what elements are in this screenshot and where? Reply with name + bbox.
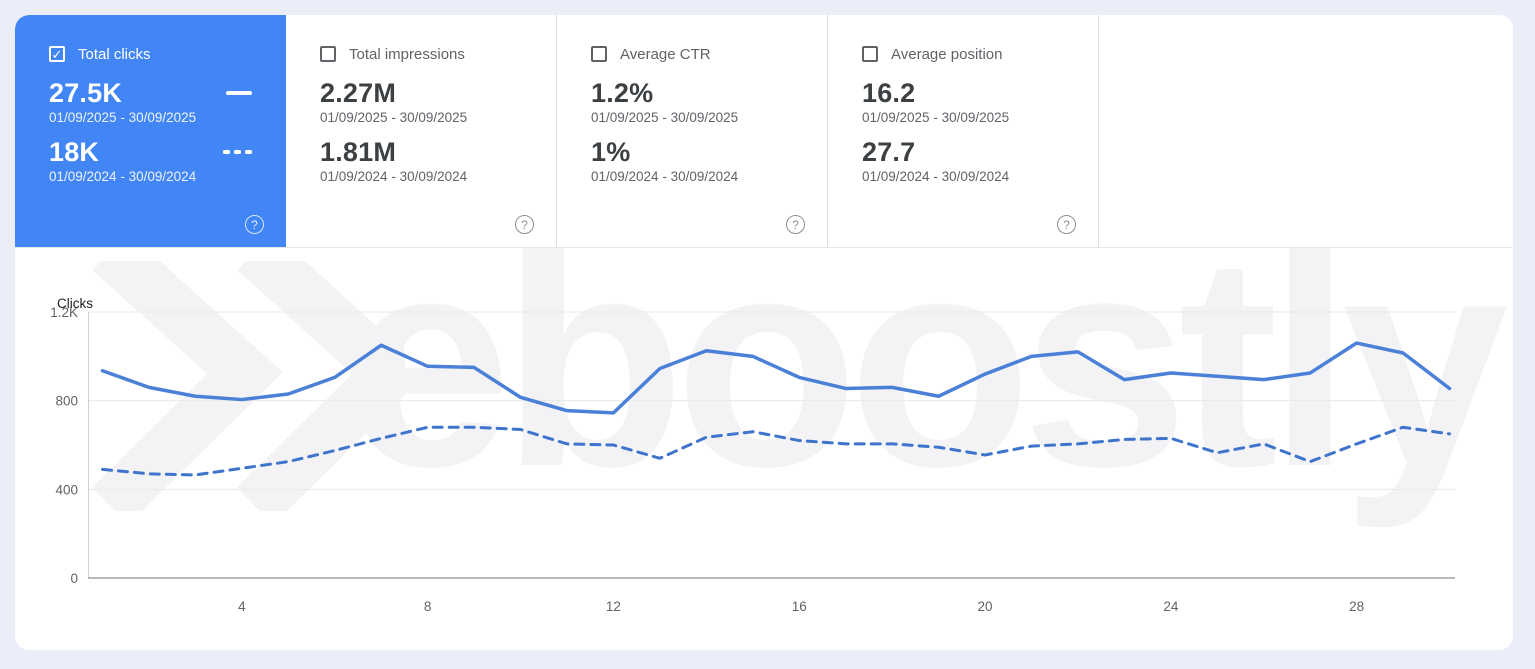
date-range-previous: 01/09/2024 - 30/09/2024 — [591, 169, 739, 184]
metric-value-current: 16.2 — [862, 77, 916, 108]
help-icon[interactable]: ? — [786, 215, 805, 234]
metric-value-current: 1.2% — [591, 77, 654, 108]
metric-cards-row: ✓ Total clicks 27.5K 01/09/2025 - 30/09/… — [15, 15, 1513, 248]
date-range-previous: 01/09/2024 - 30/09/2024 — [862, 169, 1010, 184]
help-icon[interactable]: ? — [1057, 215, 1076, 234]
card-label: Total impressions — [349, 45, 465, 63]
date-range-current: 01/09/2025 - 30/09/2025 — [49, 110, 197, 125]
date-range-previous: 01/09/2024 - 30/09/2024 — [320, 169, 468, 184]
metric-value-previous: 1% — [591, 136, 631, 167]
metric-card-average-ctr[interactable]: Average CTR 1.2% 01/09/2025 - 30/09/2025… — [557, 15, 828, 247]
help-icon[interactable]: ? — [245, 215, 264, 234]
watermark-text: eboostly — [345, 193, 1509, 529]
metric-value-current: 27.5K — [49, 77, 123, 108]
checkbox-unchecked-icon[interactable] — [320, 46, 336, 62]
metric-card-total-clicks[interactable]: ✓ Total clicks 27.5K 01/09/2025 - 30/09/… — [15, 15, 286, 247]
check-mark-icon: ✓ — [51, 46, 63, 62]
metric-value-current: 2.27M — [320, 77, 397, 108]
date-range-current: 01/09/2025 - 30/09/2025 — [862, 110, 1010, 125]
checkbox-unchecked-icon[interactable] — [862, 46, 878, 62]
metric-card-average-position[interactable]: Average position 16.2 01/09/2025 - 30/09… — [828, 15, 1099, 247]
metric-value-previous: 1.81M — [320, 136, 397, 167]
metric-value-previous: 27.7 — [862, 136, 916, 167]
card-label: Average position — [891, 45, 1003, 63]
date-range-current: 01/09/2025 - 30/09/2025 — [320, 110, 468, 125]
date-range-previous: 01/09/2024 - 30/09/2024 — [49, 169, 197, 184]
metric-card-total-impressions[interactable]: Total impressions 2.27M 01/09/2025 - 30/… — [286, 15, 557, 247]
date-range-current: 01/09/2025 - 30/09/2025 — [591, 110, 739, 125]
solid-line-legend-icon — [226, 91, 252, 95]
card-label: Average CTR — [620, 45, 711, 63]
checkbox-checked-icon[interactable]: ✓ — [49, 46, 65, 62]
performance-panel: eboostly ✓ Total clicks 27.5K 01/09/2025… — [15, 15, 1513, 650]
chart-y-axis-title: Clicks — [57, 296, 93, 311]
card-label: Total clicks — [78, 45, 151, 63]
checkbox-unchecked-icon[interactable] — [591, 46, 607, 62]
help-icon[interactable]: ? — [515, 215, 534, 234]
metric-value-previous: 18K — [49, 136, 100, 167]
dashed-line-legend-icon — [223, 150, 252, 154]
